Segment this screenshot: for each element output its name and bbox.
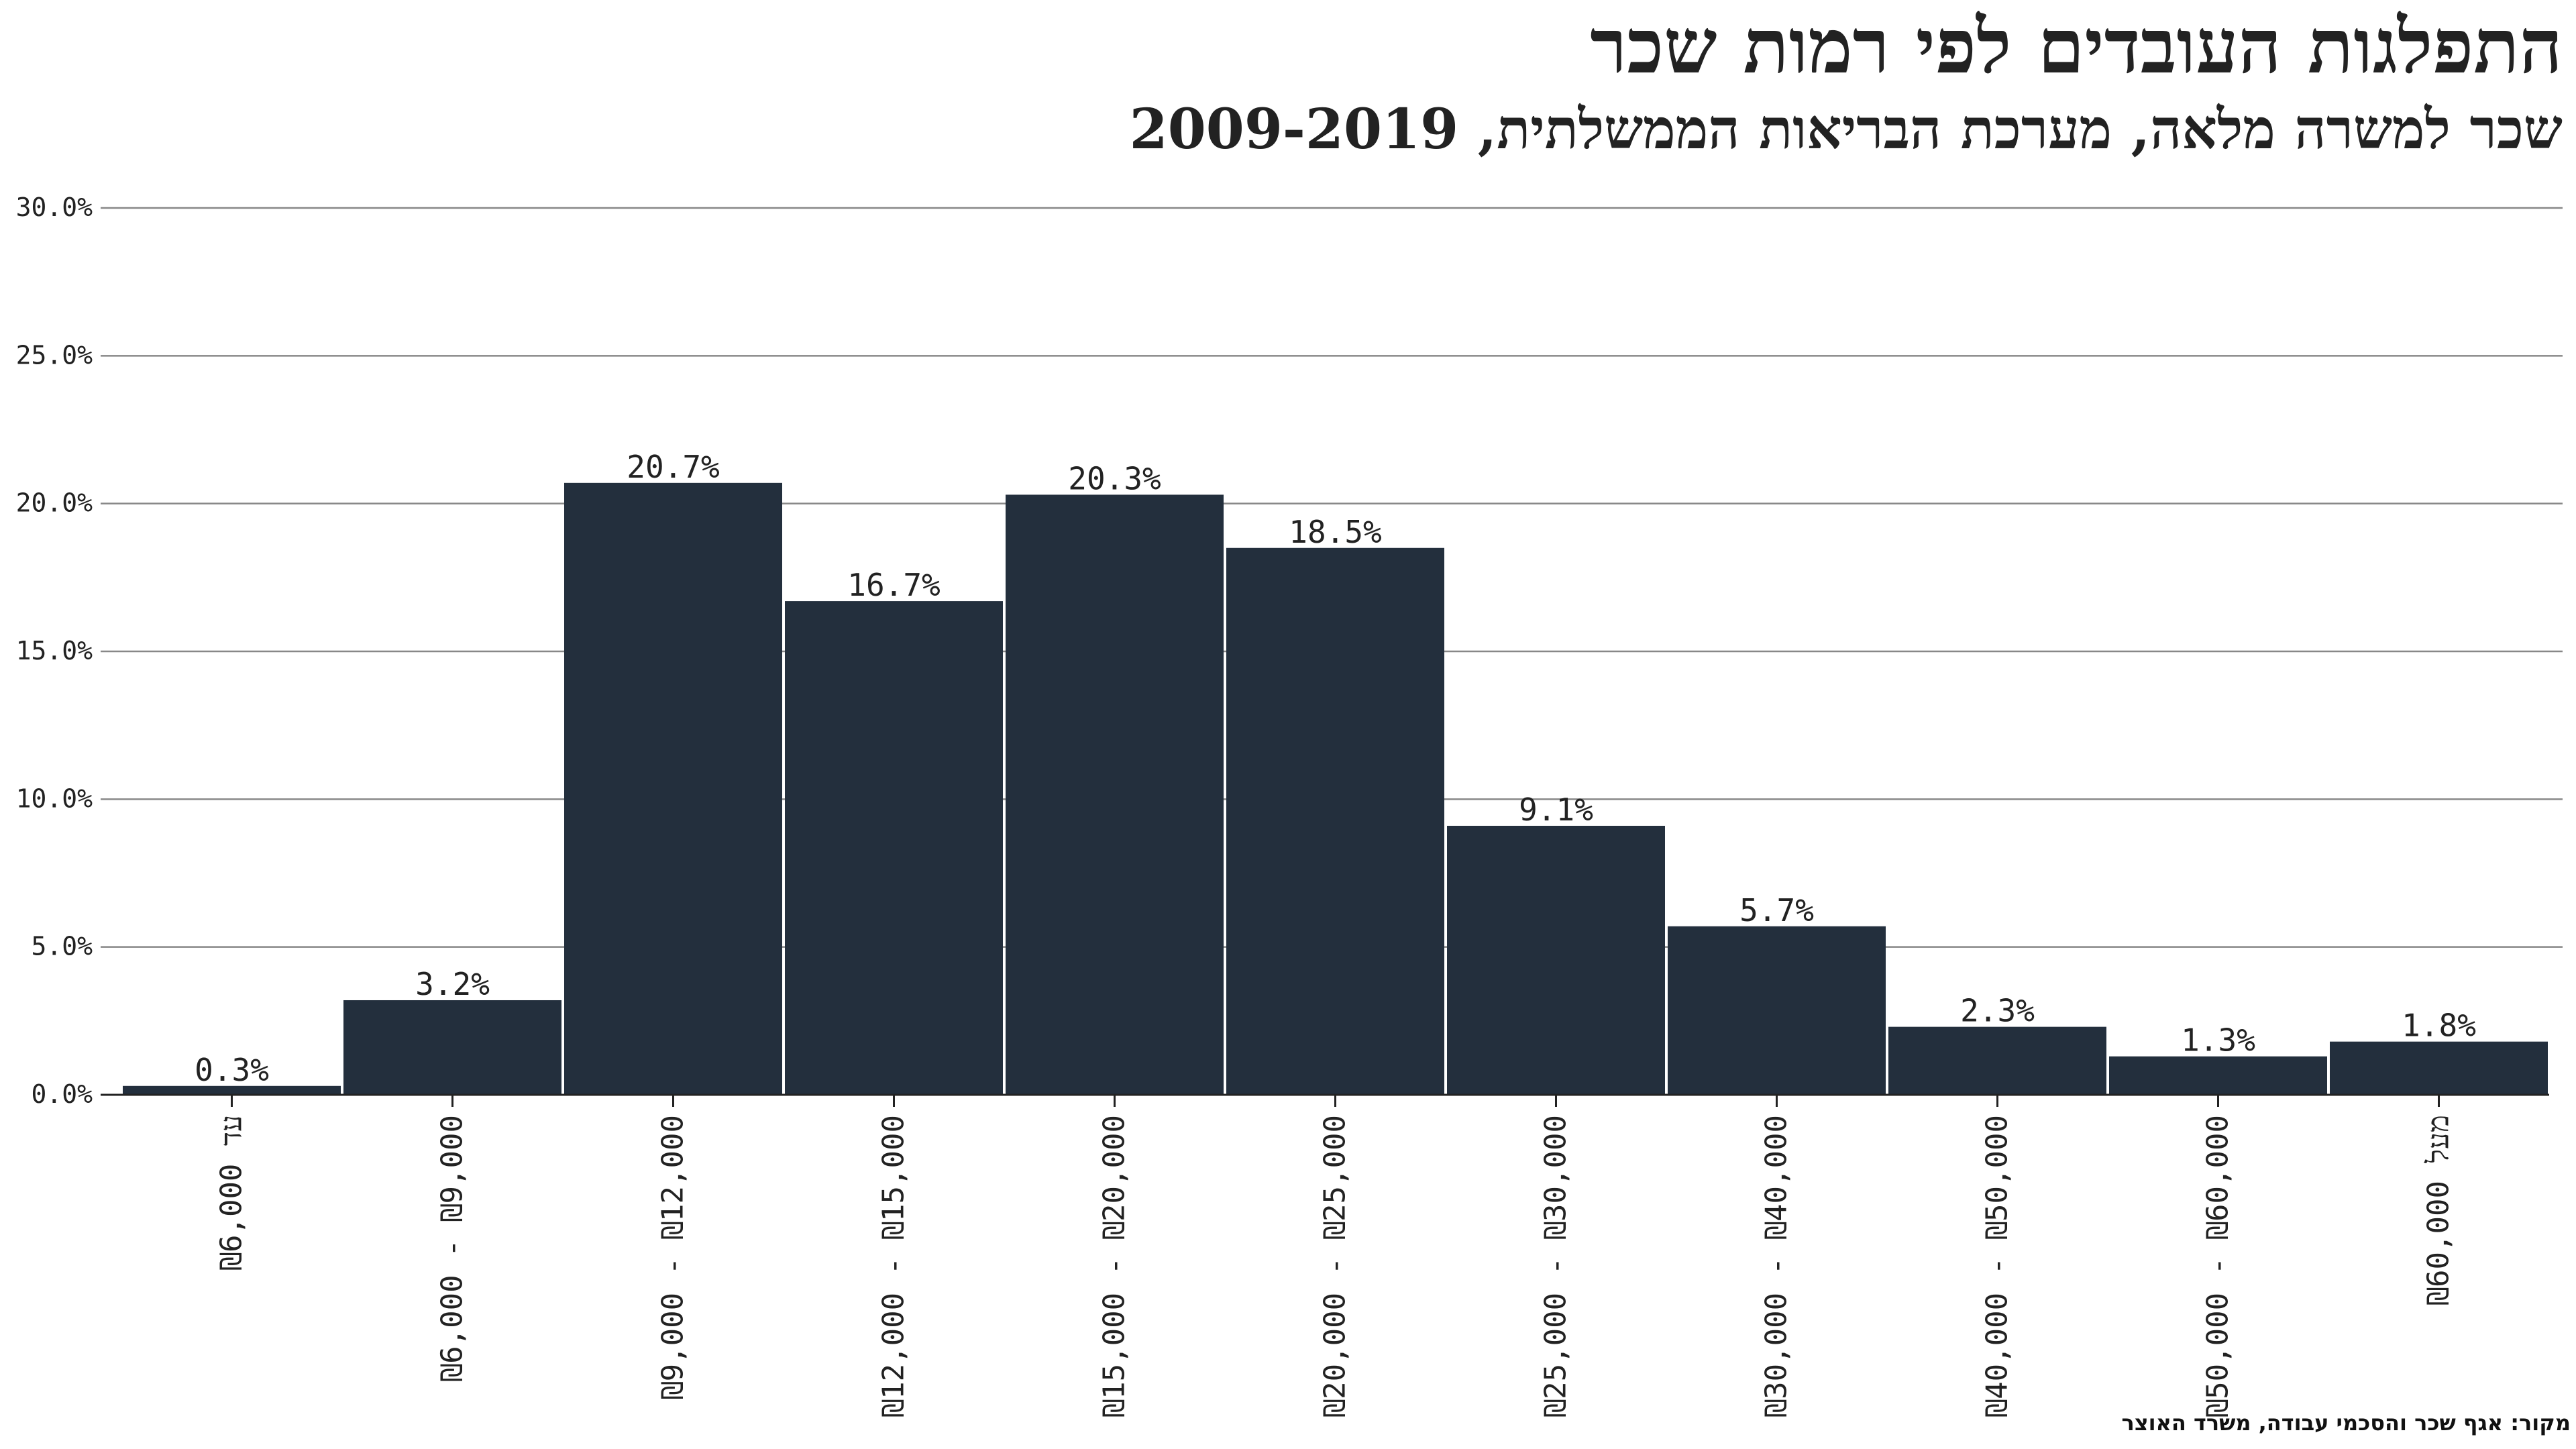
y-tick-label: 20.0% [16,488,93,518]
x-tick-label: מעל ₪60,000 [2422,1115,2456,1305]
value-label: 20.3% [1068,460,1161,496]
y-tick-label: 30.0% [16,193,93,222]
x-tick-label: ₪15,000 - ₪20,000 [1097,1115,1132,1417]
x-axis: עד ₪6,000 ₪6,000 - ₪9,000 ₪9,000 - ₪12,000… [101,1093,2549,1417]
bars [123,482,2548,1095]
x-tick-label: ₪6,000 - ₪9,000 [435,1115,470,1381]
value-label: 1.3% [2181,1022,2255,1059]
y-tick-label: 0.0% [31,1079,93,1109]
value-label: 9.1% [1519,792,1593,828]
x-tick-label: עד ₪6,000 [215,1115,249,1271]
y-tick-label: 5.0% [31,932,93,961]
x-tick-label: ₪25,000 - ₪30,000 [1539,1115,1573,1417]
y-axis-ticks: 0.0% 5.0% 10.0% 15.0% 20.0% 25.0% 30.0% [16,193,93,1109]
x-tick-label: ₪50,000 - ₪60,000 [2201,1115,2235,1417]
bar [1888,1026,2106,1095]
value-labels: 0.3% 3.2% 20.7% 16.7% 20.3% 18.5% 9.1% 5.7% 2.3%… [195,449,2476,1088]
chart-title: התפלגות העובדים לפי רמות שכר [1590,3,2563,91]
value-label: 16.7% [847,567,940,603]
value-label: 2.3% [1960,993,2035,1029]
y-tick-label: 25.0% [16,340,93,370]
gridlines [101,207,2563,948]
x-tick-label: ₪20,000 - ₪25,000 [1318,1115,1352,1417]
bar [1447,825,1665,1095]
value-label: 5.7% [1739,892,1814,928]
bar [123,1085,341,1095]
y-tick-label: 15.0% [16,636,93,665]
x-tick-label: ₪40,000 - ₪50,000 [1980,1115,2015,1417]
y-tick-label: 10.0% [16,784,93,813]
bar [1226,547,1444,1095]
bar [2330,1041,2548,1095]
value-label: 20.7% [627,449,719,485]
value-label: 18.5% [1289,514,1381,550]
x-tick-label: ₪12,000 - ₪15,000 [877,1115,911,1417]
bar [343,1000,561,1095]
bar [1006,494,1224,1095]
value-label: 3.2% [415,966,490,1002]
value-label: 1.8% [2402,1008,2476,1044]
bar [1668,926,1886,1095]
source-note: מקור: אגף שכר והסכמי עבודה, משרד האוצר [2121,1410,2571,1436]
bar [785,601,1003,1095]
x-tick-label: ₪9,000 - ₪12,000 [656,1115,690,1399]
bar [564,482,782,1095]
bar [2109,1056,2327,1095]
x-tick-label: ₪30,000 - ₪40,000 [1760,1115,1794,1417]
value-label: 0.3% [195,1052,269,1088]
chart-subtitle: שכר למשרה מלאה, מערכת הבריאות הממשלתית, … [1129,97,2563,162]
